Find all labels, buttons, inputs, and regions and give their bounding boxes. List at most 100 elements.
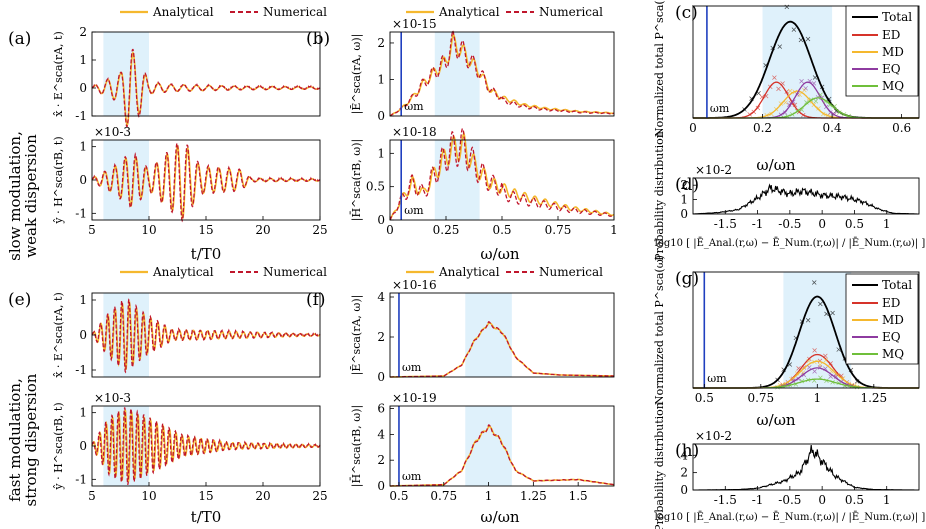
marker-md-g-5 — [806, 358, 811, 364]
marker-eq-c-5 — [799, 78, 804, 84]
highlight-band-g — [783, 272, 852, 388]
ytick-label-e-0: -1 — [75, 363, 87, 377]
legend-bottom-mid: Analytical Numerical — [406, 265, 603, 279]
series-analytical-b2 — [389, 131, 615, 221]
omega-m-label-b: ωm — [404, 100, 424, 113]
marker-eq-g-11 — [839, 379, 844, 384]
ytick-label-a-1: 0 — [79, 81, 87, 95]
marker-mq-g-4 — [799, 378, 805, 384]
marker-eq-c-12 — [828, 110, 833, 115]
ytick-label-e-1: 0 — [79, 328, 87, 342]
row-label-bottom-line1: fast modulation, — [6, 378, 24, 502]
marker-mq-c-9 — [827, 102, 833, 108]
marker-mq-c-3 — [799, 107, 804, 113]
marker-eq-c-1 — [782, 110, 788, 115]
marker-mq-c-6 — [813, 98, 819, 104]
marker-mq-g-10 — [836, 380, 841, 386]
legend-numerical-e: Numerical — [263, 265, 327, 279]
marker-total-c-1 — [749, 96, 754, 101]
marker-ed-c-13 — [800, 112, 806, 118]
xtick-label-e2-2: 15 — [198, 489, 213, 503]
omega-m-label-b2: ωm — [404, 204, 424, 217]
marker-md-g-9 — [829, 369, 834, 374]
axes-box-d — [692, 177, 920, 215]
marker-total-c-5 — [777, 44, 783, 49]
xtick-label-g-3: 1.25 — [860, 391, 887, 405]
highlight-band-f — [465, 293, 512, 377]
ytick-label-a-0: -1 — [75, 109, 87, 123]
row-label-top-line2: weak dispersion — [22, 134, 40, 258]
ytick-label-f2-0: 0 — [377, 479, 385, 493]
xlabel-d: log10 [ |Ē_Anal.(r,ω) − Ē_Num.(r,ω)| / |… — [655, 237, 926, 249]
marker-md-c-1 — [769, 111, 774, 117]
distribution-h — [693, 445, 919, 491]
marker-total-g-9 — [830, 310, 835, 316]
panel-label-d: (d) — [675, 175, 699, 195]
ytick-label-f2-3: 6 — [377, 402, 385, 416]
marker-mq-g-8 — [824, 378, 829, 383]
marker-eq-c-4 — [795, 92, 800, 97]
panel-b2: ωm 0 0.5 1 0 0.25 0.5 0.75 1 ×10-18 |H̄^sca(rB, ω)… — [350, 125, 618, 237]
axes-box-c — [692, 5, 920, 119]
marker-ed-c-5 — [768, 84, 773, 90]
ylabel-a2: ŷ · H^sca(rB, t) — [52, 136, 65, 224]
marker-md-c-2 — [773, 106, 779, 112]
marker-ed-c-2 — [755, 105, 761, 111]
marker-mq-g-0 — [775, 385, 780, 390]
series-numerical-f2 — [390, 424, 615, 487]
panel-label-b: (b) — [306, 29, 330, 49]
marker-total-g-5 — [805, 318, 811, 323]
marker-total-c-10 — [812, 75, 818, 80]
marker-total-c-9 — [805, 36, 811, 42]
series-numerical-a2 — [91, 141, 321, 223]
ytick-label-e-2: 1 — [79, 293, 87, 307]
xtick-label-h-1: -1 — [752, 493, 764, 507]
legend-g-total: Total — [882, 278, 912, 292]
marker-total-g-12 — [848, 367, 854, 373]
xlabel-g: ω/ωn — [756, 411, 796, 429]
marker-mq-c-8 — [822, 99, 828, 104]
ytick-label-b2-1: 0.5 — [366, 180, 385, 194]
row-label-bottom-line2: strong dispersion — [22, 373, 40, 506]
marker-eq-g-7 — [817, 365, 823, 370]
marker-total-g-6 — [811, 280, 817, 285]
marker-total-c-12 — [826, 96, 832, 102]
ylabel-c: Normalized total P^sca(ω) — [653, 0, 666, 137]
exponent-f2: ×10-19 — [392, 391, 437, 405]
marker-eq-c-3 — [791, 99, 796, 104]
ytick-label-f2-1: 2 — [377, 453, 385, 467]
xtick-label-c-0: 0 — [689, 121, 697, 135]
panel-label-f: (f) — [306, 290, 326, 310]
xlabel-c: ω/ωn — [756, 156, 796, 174]
highlight-band-b — [434, 32, 480, 116]
xtick-label-f2-1: 0.75 — [430, 489, 457, 503]
xlabel-h: log10 [ |Ē_Anal.(r,ω) − Ē_Num.(r,ω)| / |… — [655, 511, 926, 523]
legend-g-eq: EQ — [882, 330, 901, 344]
legend-bottom-left: Analytical Numerical — [120, 265, 327, 279]
legend-analytical-e: Analytical — [152, 265, 214, 279]
panel-g: ωm 0.5 0.75 1 1.25 (g) Normalized total P^sca(… — [653, 255, 920, 405]
marker-mq-c-10 — [832, 104, 837, 109]
marker-mq-g-3 — [793, 382, 799, 387]
legend-c-total: Total — [882, 10, 912, 24]
ylabel-g: Normalized total P^sca(ω) — [653, 255, 666, 405]
marker-mq-c-11 — [837, 110, 842, 115]
marker-total-c-2 — [756, 90, 761, 96]
xtick-label-d-1: -1 — [752, 217, 764, 231]
panel-c: ωm 0 0.2 0.4 0.6 (c) Normalized total P^sca(ω) — [653, 0, 920, 137]
series-numerical-b2 — [389, 127, 615, 221]
exponent-a2: ×10-3 — [94, 125, 131, 139]
marker-eq-c-0 — [778, 112, 784, 117]
ytick-label-f2-2: 4 — [377, 427, 385, 441]
marker-eq-g-6 — [812, 369, 817, 374]
exponent-h: ×10-2 — [695, 429, 732, 443]
xlabel-f: ω/ωn — [480, 508, 520, 526]
marker-mq-g-5 — [805, 377, 811, 383]
marker-md-c-10 — [811, 102, 817, 108]
ytick-label-b-0: 0 — [377, 109, 385, 123]
legend-numerical-b: Numerical — [539, 5, 603, 19]
xtick-label-g-1: 0.75 — [747, 391, 774, 405]
xtick-label-d-0: -1.5 — [714, 217, 737, 231]
xtick-label-h-3: 0 — [818, 493, 826, 507]
xtick-label-a2-2: 15 — [198, 223, 213, 237]
